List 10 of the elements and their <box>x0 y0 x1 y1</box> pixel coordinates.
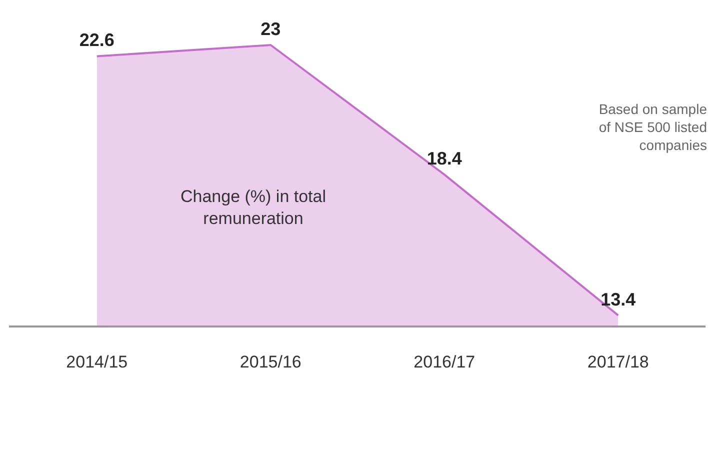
x-tick-label: 2017/18 <box>587 352 649 372</box>
x-tick-label: 2016/17 <box>414 352 476 372</box>
data-label: 23 <box>260 18 281 39</box>
data-label: 22.6 <box>79 30 114 50</box>
data-label: 18.4 <box>426 148 462 169</box>
x-tick-label: 2014/15 <box>66 352 128 372</box>
x-tick-label: 2015/16 <box>240 352 302 372</box>
text: Change (%) in total remuneration <box>180 187 326 228</box>
annotation: Based on sample of NSE 500 listed companies <box>598 100 707 155</box>
data-label: 13.4 <box>600 289 636 310</box>
